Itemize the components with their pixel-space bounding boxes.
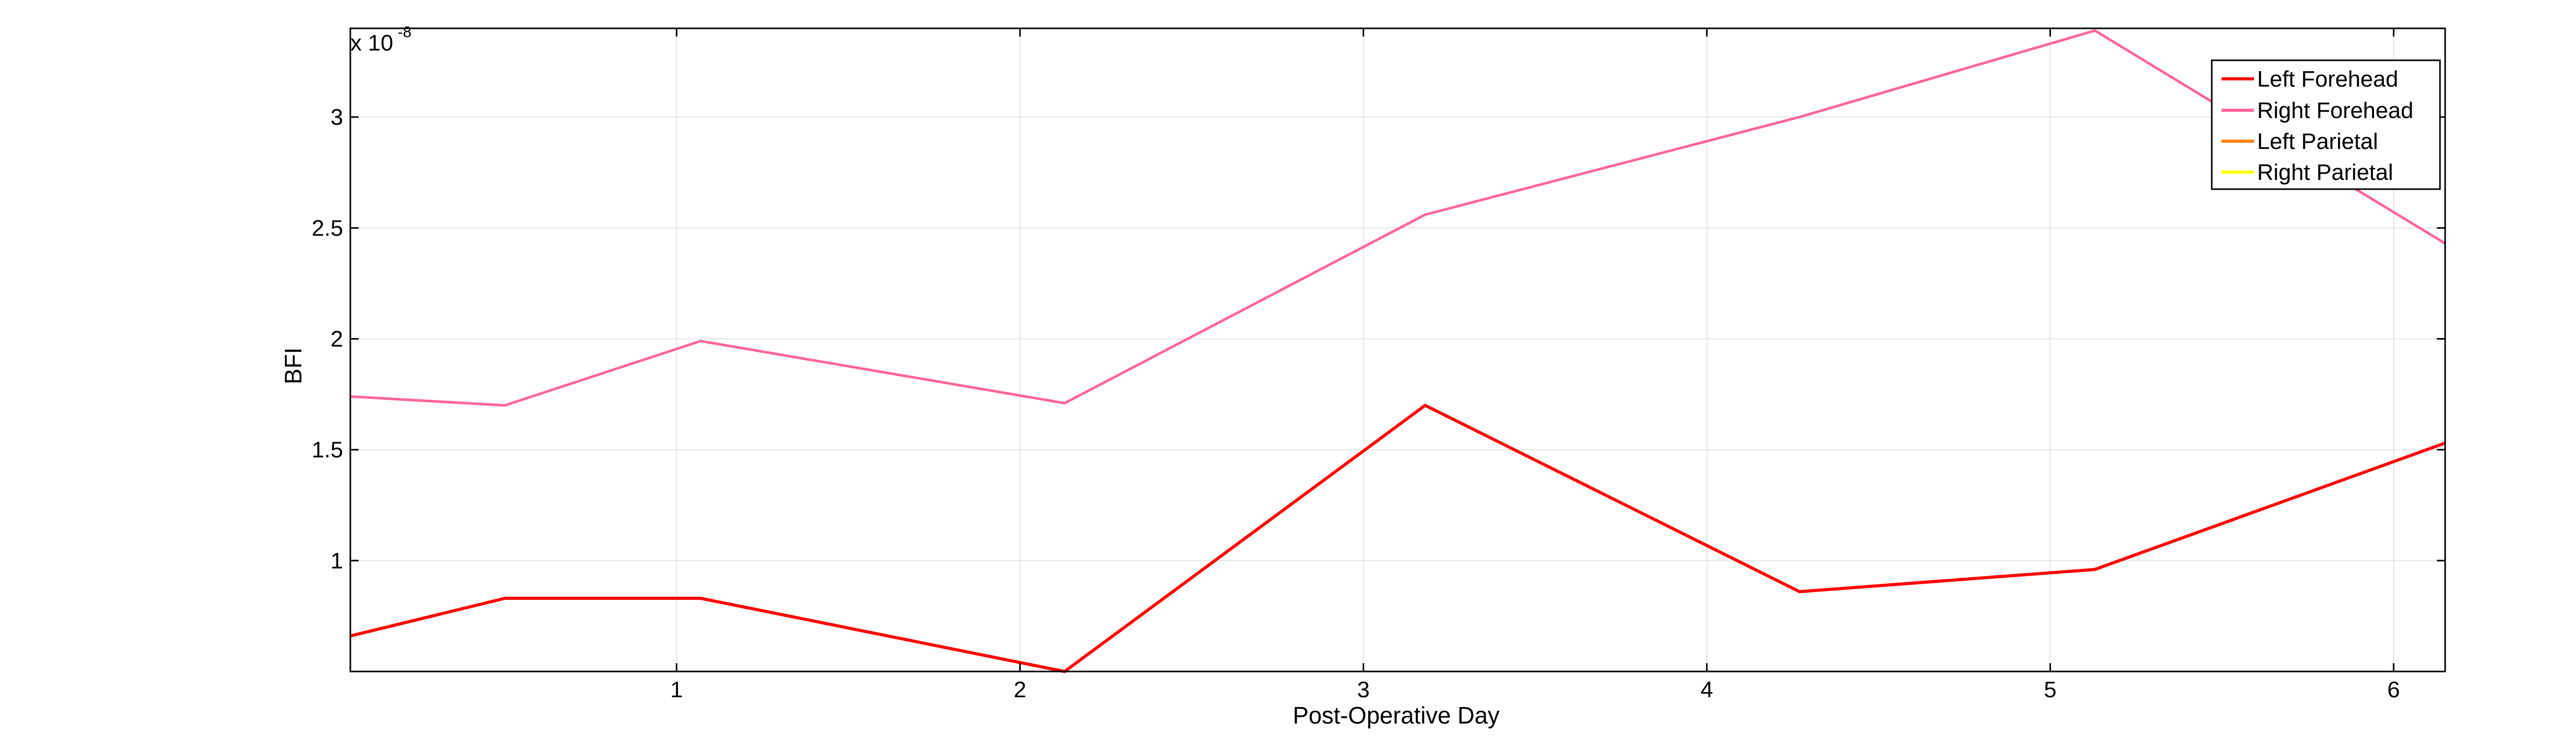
- legend-label-right-parietal: Right Parietal: [2257, 160, 2393, 185]
- legend-box: [2211, 59, 2441, 190]
- y-axis-label: BFI: [280, 347, 307, 384]
- x-tick-label: 4: [1701, 677, 1713, 702]
- x-tick-label: 6: [2387, 677, 2400, 702]
- legend-label-right-forehead: Right Forehead: [2257, 98, 2413, 123]
- x-tick-label: 3: [1357, 677, 1369, 702]
- y-tick-label: 1.5: [312, 438, 343, 463]
- y-exponent-power: -8: [398, 24, 412, 41]
- y-exponent-base: x 10: [350, 30, 393, 56]
- y-tick-label: 1: [331, 548, 343, 574]
- x-tick-label: 2: [1014, 677, 1026, 702]
- y-tick-label: 2: [331, 326, 343, 351]
- legend-label-left-forehead: Left Forehead: [2257, 66, 2398, 92]
- x-tick-label: 1: [670, 677, 683, 702]
- plot-area: [350, 28, 2445, 671]
- y-tick-label: 2.5: [312, 215, 343, 241]
- legend: Left Forehead Right Forehead Left Pariet…: [2211, 59, 2441, 190]
- plot-frame: [349, 27, 2446, 673]
- x-tick-label: 5: [2044, 677, 2056, 702]
- legend-label-left-parietal: Left Parietal: [2257, 129, 2378, 154]
- series-line-right-forehead: [350, 29, 2446, 407]
- ticks: 1 2 3 4 5 6 1 1.5 2 2.5 3: [312, 28, 2445, 702]
- y-tick-label: 3: [331, 105, 343, 130]
- x-axis-label: Post-Operative Day: [1293, 702, 1499, 729]
